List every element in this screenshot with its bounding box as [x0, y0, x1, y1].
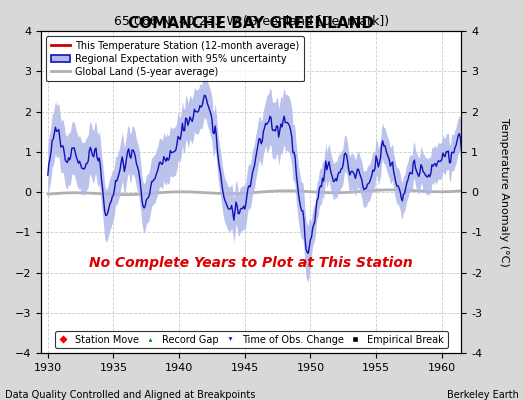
- Text: No Complete Years to Plot at This Station: No Complete Years to Plot at This Statio…: [90, 256, 413, 270]
- Text: Data Quality Controlled and Aligned at Breakpoints: Data Quality Controlled and Aligned at B…: [5, 390, 256, 400]
- Y-axis label: Temperature Anomaly (°C): Temperature Anomaly (°C): [499, 118, 509, 266]
- Legend: Station Move, Record Gap, Time of Obs. Change, Empirical Break: Station Move, Record Gap, Time of Obs. C…: [55, 331, 447, 348]
- Title: COMANCHE BAY GREENLAND: COMANCHE BAY GREENLAND: [128, 16, 374, 31]
- Text: 65.066 N, 40.233 W (Greenland [Denmark]): 65.066 N, 40.233 W (Greenland [Denmark]): [114, 15, 389, 28]
- Text: Berkeley Earth: Berkeley Earth: [447, 390, 519, 400]
